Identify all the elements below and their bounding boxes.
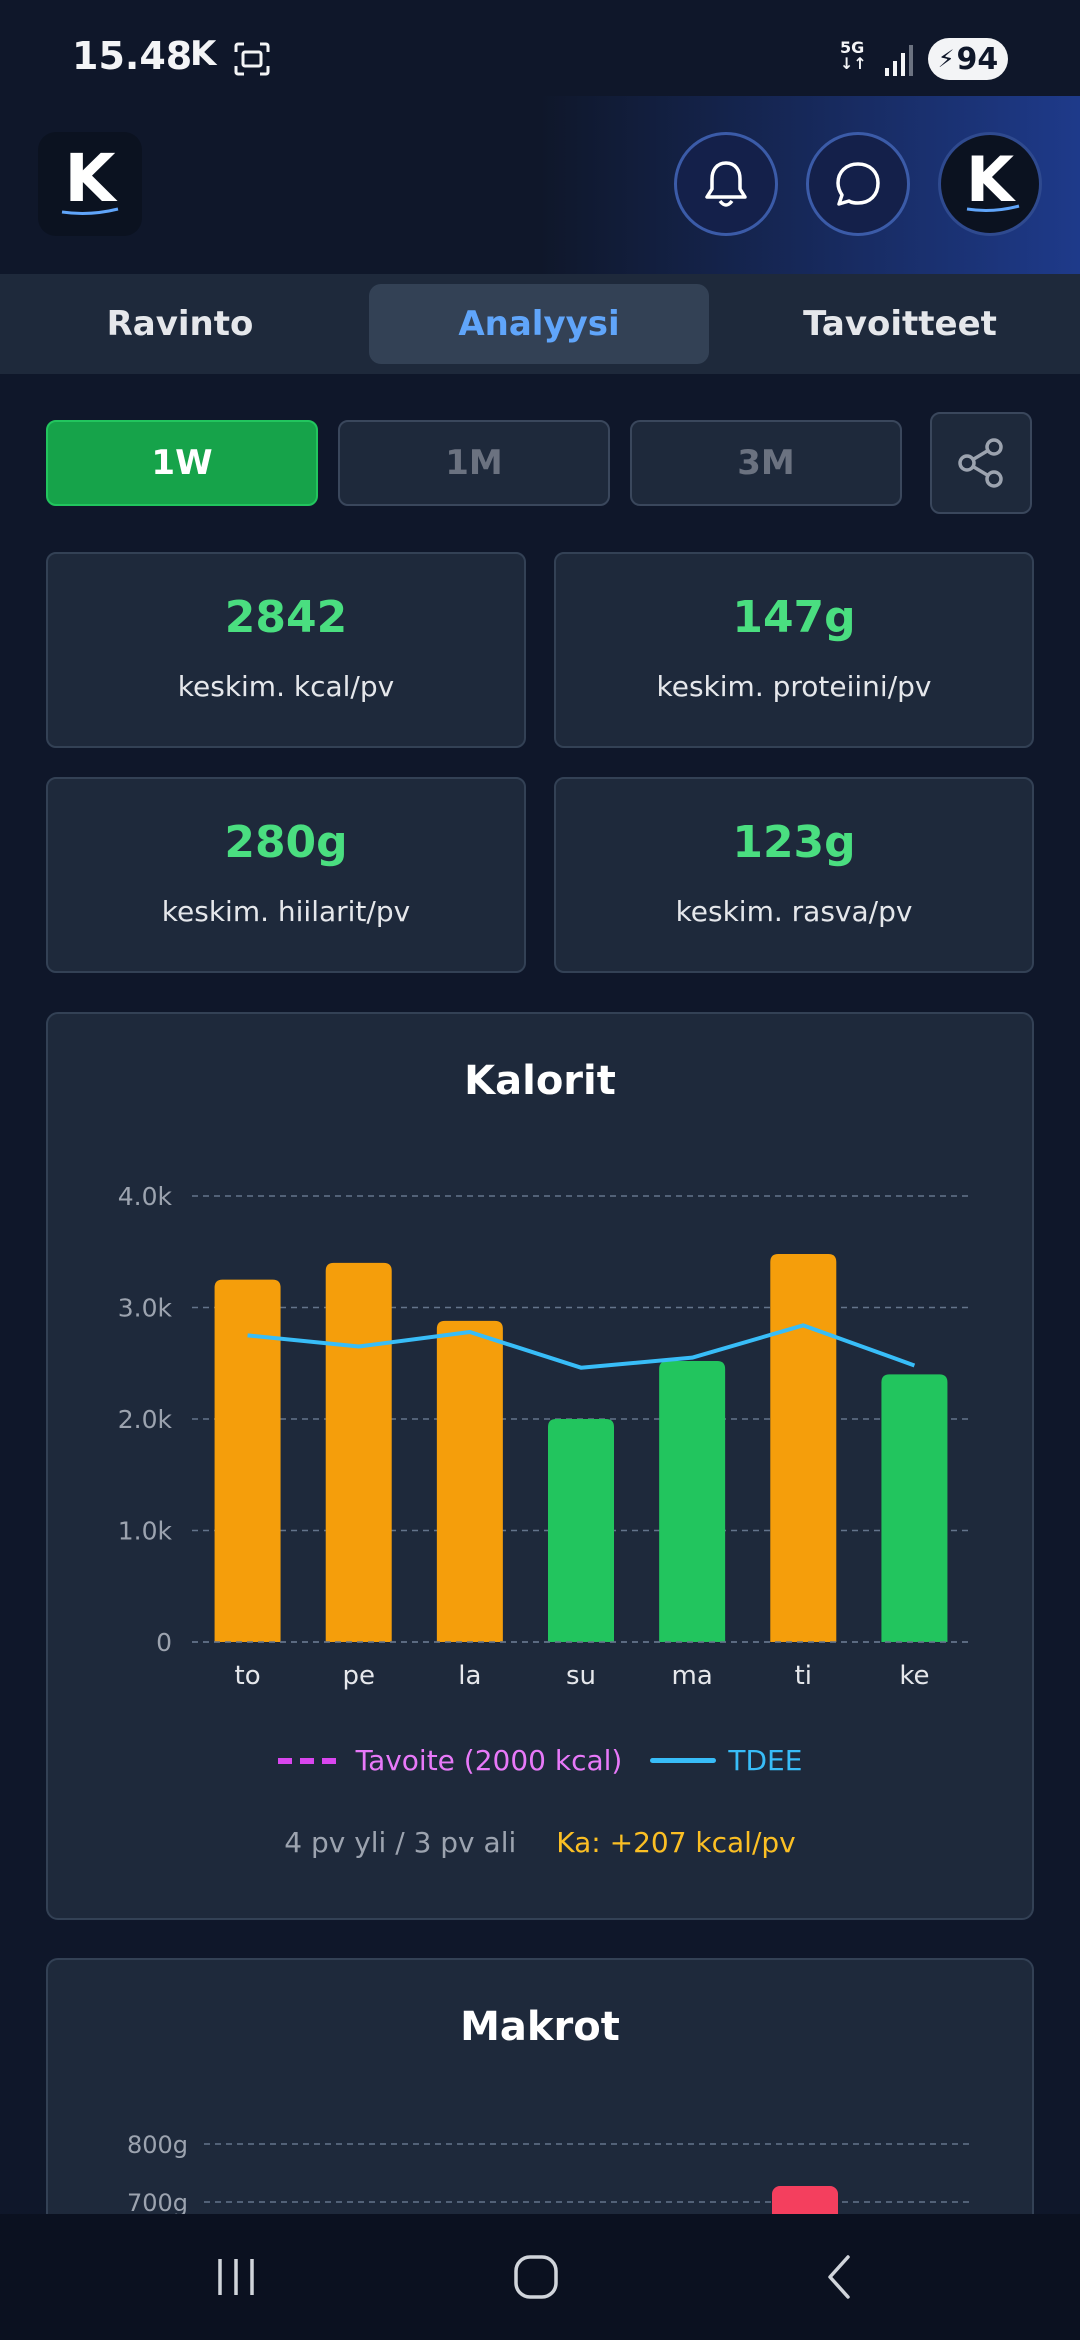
stat-value: 123g xyxy=(732,817,856,868)
stat-label: keskim. proteiini/pv xyxy=(656,670,932,703)
stat-value: 147g xyxy=(732,592,856,643)
y-tick-label: 0 xyxy=(156,1628,172,1657)
charging-icon: ⚡ xyxy=(937,45,955,73)
y-tick-label: 4.0k xyxy=(118,1182,173,1211)
stat-card-carbs: 280g keskim. hiilarit/pv xyxy=(46,777,526,973)
system-navigation-bar xyxy=(0,2214,1080,2340)
macros-chart-title: Makrot xyxy=(460,2004,620,2050)
tab-analyysi[interactable]: Analyysi xyxy=(369,284,709,364)
calorie-bar xyxy=(436,1320,503,1642)
x-tick-label: ti xyxy=(795,1661,812,1691)
chat-bubble-icon xyxy=(836,162,880,206)
stat-label: keskim. kcal/pv xyxy=(177,670,395,703)
stat-card-protein: 147g keskim. proteiini/pv xyxy=(554,552,1034,748)
stat-value: 280g xyxy=(224,817,348,868)
recent-apps-icon xyxy=(218,2259,254,2295)
macro-bar-top xyxy=(772,2186,838,2220)
calorie-bar xyxy=(548,1419,614,1642)
battery-level: 94 xyxy=(956,41,999,77)
chart-legend: Tavoite (2000 kcal) TDEE xyxy=(48,1744,1032,1777)
stat-card-kcal: 2842 keskim. kcal/pv xyxy=(46,552,526,748)
bell-icon xyxy=(705,161,747,207)
period-1w-button[interactable]: 1W xyxy=(46,420,318,506)
stat-card-fat: 123g keskim. rasva/pv xyxy=(554,777,1034,973)
tab-tavoitteet[interactable]: Tavoitteet xyxy=(803,304,997,344)
notifications-button[interactable] xyxy=(674,132,778,236)
home-icon xyxy=(514,2255,558,2299)
calorie-bar xyxy=(659,1361,726,1642)
signal-icon xyxy=(885,45,913,76)
calorie-bar xyxy=(881,1374,948,1642)
calorie-bar xyxy=(214,1279,281,1642)
goal-line-swatch xyxy=(277,1757,344,1764)
calories-chart-panel: Kalorit 0 1.0k 2.0k 3.0k 4.0k to pe la su ma ti ke … xyxy=(46,1012,1034,1920)
calories-chart: 0 1.0k 2.0k 3.0k 4.0k to pe la su ma ti ke xyxy=(118,1182,970,1691)
status-bar: 15.48 K 5G ↓↑ ⚡ 94 xyxy=(0,0,1080,96)
period-3m-button[interactable]: 3M xyxy=(630,420,902,506)
macros-chart: 800g 700g xyxy=(127,2131,972,2220)
stat-label: keskim. rasva/pv xyxy=(675,895,913,928)
x-tick-label: pe xyxy=(342,1661,375,1691)
avatar-letter: K xyxy=(965,142,1015,216)
network-5g-icon: 5G ↓↑ xyxy=(840,38,867,73)
y-tick-label: 700g xyxy=(127,2189,188,2217)
share-button[interactable] xyxy=(930,412,1032,514)
calorie-bar xyxy=(325,1262,392,1642)
messages-button[interactable] xyxy=(806,132,910,236)
tdee-line xyxy=(247,1323,916,1370)
legend-goal[interactable]: Tavoite (2000 kcal) xyxy=(277,1744,623,1777)
x-tick-label: ma xyxy=(672,1661,713,1691)
average-difference: Ka: +207 kcal/pv xyxy=(556,1826,796,1859)
y-tick-label: 2.0k xyxy=(118,1405,173,1434)
days-over-under: 4 pv yli / 3 pv ali xyxy=(284,1826,517,1859)
x-tick-label: to xyxy=(235,1661,261,1691)
app-header: K K xyxy=(0,96,1080,274)
legend-tdee-label: TDEE xyxy=(728,1744,803,1777)
app-notification-icon: K xyxy=(190,34,217,74)
logo-letter: K xyxy=(64,139,116,217)
legend-tdee[interactable]: TDEE xyxy=(650,1744,802,1777)
status-time: 15.48 xyxy=(72,34,193,78)
period-1m-button[interactable]: 1M xyxy=(338,420,610,506)
y-tick-label: 1.0k xyxy=(118,1517,173,1546)
back-button[interactable] xyxy=(800,2244,880,2310)
x-tick-label: la xyxy=(458,1661,481,1691)
stat-label: keskim. hiilarit/pv xyxy=(161,895,411,928)
home-button[interactable] xyxy=(496,2244,576,2310)
tab-ravinto[interactable]: Ravinto xyxy=(106,304,254,344)
y-tick-label: 800g xyxy=(127,2131,188,2159)
screenshot-icon xyxy=(234,42,270,76)
tdee-line-swatch xyxy=(650,1758,717,1763)
stat-value: 2842 xyxy=(224,592,348,643)
battery-indicator: ⚡ 94 xyxy=(928,38,1008,80)
back-arrow-icon xyxy=(828,2255,850,2299)
share-icon xyxy=(958,438,1003,488)
x-tick-label: ke xyxy=(899,1661,929,1691)
calorie-bar xyxy=(770,1253,837,1642)
profile-avatar-button[interactable]: K xyxy=(938,132,1042,236)
app-logo[interactable]: K xyxy=(38,132,142,236)
calories-chart-title: Kalorit xyxy=(464,1058,616,1104)
x-tick-label: su xyxy=(566,1661,596,1691)
legend-goal-label: Tavoite (2000 kcal) xyxy=(355,1744,623,1777)
calorie-summary: 4 pv yli / 3 pv ali Ka: +207 kcal/pv xyxy=(48,1826,1032,1859)
y-tick-label: 3.0k xyxy=(118,1294,173,1323)
avatar-swoosh-icon xyxy=(966,204,1020,212)
section-tabs: Ravinto Analyysi Tavoitteet xyxy=(0,274,1080,374)
recent-apps-button[interactable] xyxy=(196,2244,276,2310)
logo-swoosh-icon xyxy=(61,207,119,215)
